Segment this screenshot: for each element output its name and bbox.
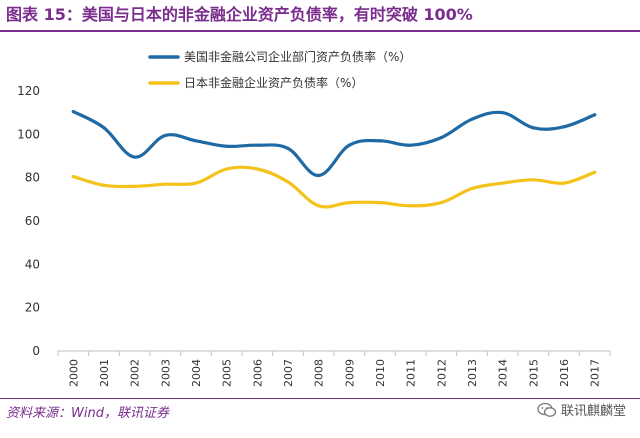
x-tick-label-2009: 2009 [343,359,356,387]
y-axis: 0 20 40 60 80 100 120 [17,84,40,358]
x-tick-label-2012: 2012 [435,359,448,387]
data-point-0-2014 [501,111,505,115]
data-point-1-2006 [255,167,259,171]
legend-label-1: 日本非金融企业资产负债率（%） [184,75,363,90]
y-tick-label-80: 80 [25,171,40,185]
x-tick-label-2014: 2014 [497,359,510,387]
data-point-1-2014 [501,181,505,185]
series-line-1 [71,165,597,209]
data-point-1-2002 [133,184,137,188]
data-point-0-2004 [194,139,198,143]
data-point-0-2006 [255,143,259,147]
data-point-1-2016 [562,181,566,185]
data-point-1-2007 [286,180,290,184]
data-point-0-2011 [409,143,413,147]
data-point-0-2002 [133,155,137,159]
source-note: 资料来源：Wind，联讯证券 [6,406,169,421]
x-tick-label-2004: 2004 [190,359,203,387]
x-tick-label-2008: 2008 [313,359,326,387]
data-point-1-2009 [347,200,351,205]
data-point-1-2004 [194,181,198,185]
data-point-0-2001 [102,126,106,130]
data-point-1-2003 [163,182,167,186]
data-point-0-2013 [470,117,474,121]
y-tick-label-0: 0 [32,344,40,358]
data-point-1-2011 [409,204,413,208]
x-tick-label-2006: 2006 [251,359,264,387]
legend: 美国非金融公司企业部门资产负债率（%） 日本非金融企业资产负债率（%） [148,49,411,90]
data-point-0-2007 [286,146,290,151]
x-tick-label-2003: 2003 [159,359,172,387]
watermark-text: 联讯麒麟堂 [560,404,626,419]
data-point-0-2012 [439,135,443,140]
data-point-0-2000 [71,109,75,114]
y-tick-label-40: 40 [25,257,40,271]
footer-divider [0,398,640,399]
x-tick-label-2013: 2013 [466,359,479,387]
y-tick-label-100: 100 [17,127,40,141]
x-tick-label-2002: 2002 [129,359,142,387]
x-tick-label-2007: 2007 [282,359,295,387]
x-tick-label-2017: 2017 [589,359,602,387]
x-axis: 2000 2001 2002 2003 2004 2005 2006 2007 2008 2009… [57,350,611,387]
data-point-1-2010 [378,200,382,205]
data-point-0-2010 [378,139,382,143]
x-tick-label-2000: 2000 [67,359,80,387]
x-tick-label-2011: 2011 [405,359,418,387]
legend-label-0: 美国非金融公司企业部门资产负债率（%） [184,49,411,64]
data-point-1-2017 [593,170,597,174]
data-point-1-2005 [225,167,229,171]
data-point-0-2003 [163,133,167,138]
watermark: 联讯麒麟堂 [537,400,626,419]
data-point-0-2016 [562,125,566,129]
data-point-0-2017 [593,113,597,117]
title-divider [0,30,640,32]
data-point-0-2015 [531,126,535,130]
data-point-0-2008 [317,173,321,178]
x-tick-label-2005: 2005 [221,359,234,387]
data-point-0-2009 [347,143,351,147]
y-tick-label-20: 20 [25,301,40,315]
y-tick-label-120: 120 [17,84,40,98]
data-point-1-2001 [102,183,106,187]
x-tick-label-2016: 2016 [558,359,571,387]
data-point-1-2015 [531,178,535,182]
x-tick-label-2015: 2015 [527,359,540,387]
data-point-1-2000 [71,174,75,179]
x-tick-label-2001: 2001 [98,359,111,387]
series-line-0 [71,109,597,178]
data-point-1-2013 [470,186,474,191]
wechat-icon [537,402,557,417]
series-layer [71,109,597,209]
chart-title: 图表 15：美国与日本的非金融企业资产负债率，有时突破 100% [6,5,473,24]
y-tick-label-60: 60 [25,214,40,228]
line-chart: 美国非金融公司企业部门资产负债率（%） 日本非金融企业资产负债率（%） 0 20 40… [17,49,611,387]
x-tick-label-2010: 2010 [374,359,387,387]
data-point-0-2005 [225,144,229,148]
data-point-1-2012 [439,200,443,205]
data-point-1-2008 [317,204,321,208]
